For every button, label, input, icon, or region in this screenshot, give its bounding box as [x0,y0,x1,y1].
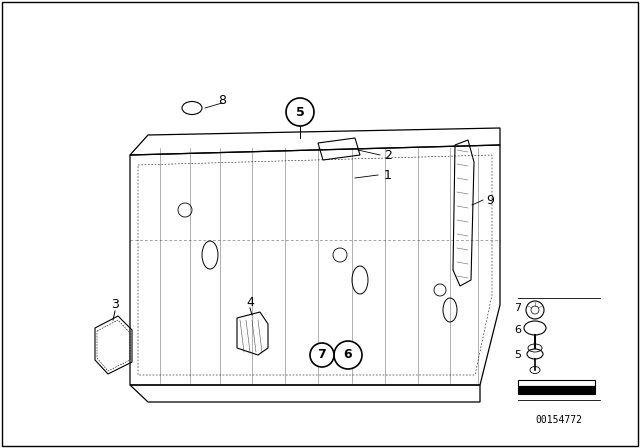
Text: 5: 5 [296,105,305,119]
Polygon shape [518,386,595,394]
Text: 4: 4 [246,297,254,310]
Text: 5: 5 [514,350,521,360]
Text: 00154772: 00154772 [536,415,582,425]
Text: 8: 8 [218,94,226,107]
Text: 6: 6 [514,325,521,335]
Text: 9: 9 [486,194,494,207]
Circle shape [310,343,334,367]
Circle shape [286,98,314,126]
Text: 6: 6 [344,349,352,362]
Text: 1: 1 [384,168,392,181]
Text: 7: 7 [514,303,521,313]
Text: 3: 3 [111,298,119,311]
Circle shape [334,341,362,369]
Text: 7: 7 [317,349,326,362]
Text: 2: 2 [384,148,392,161]
